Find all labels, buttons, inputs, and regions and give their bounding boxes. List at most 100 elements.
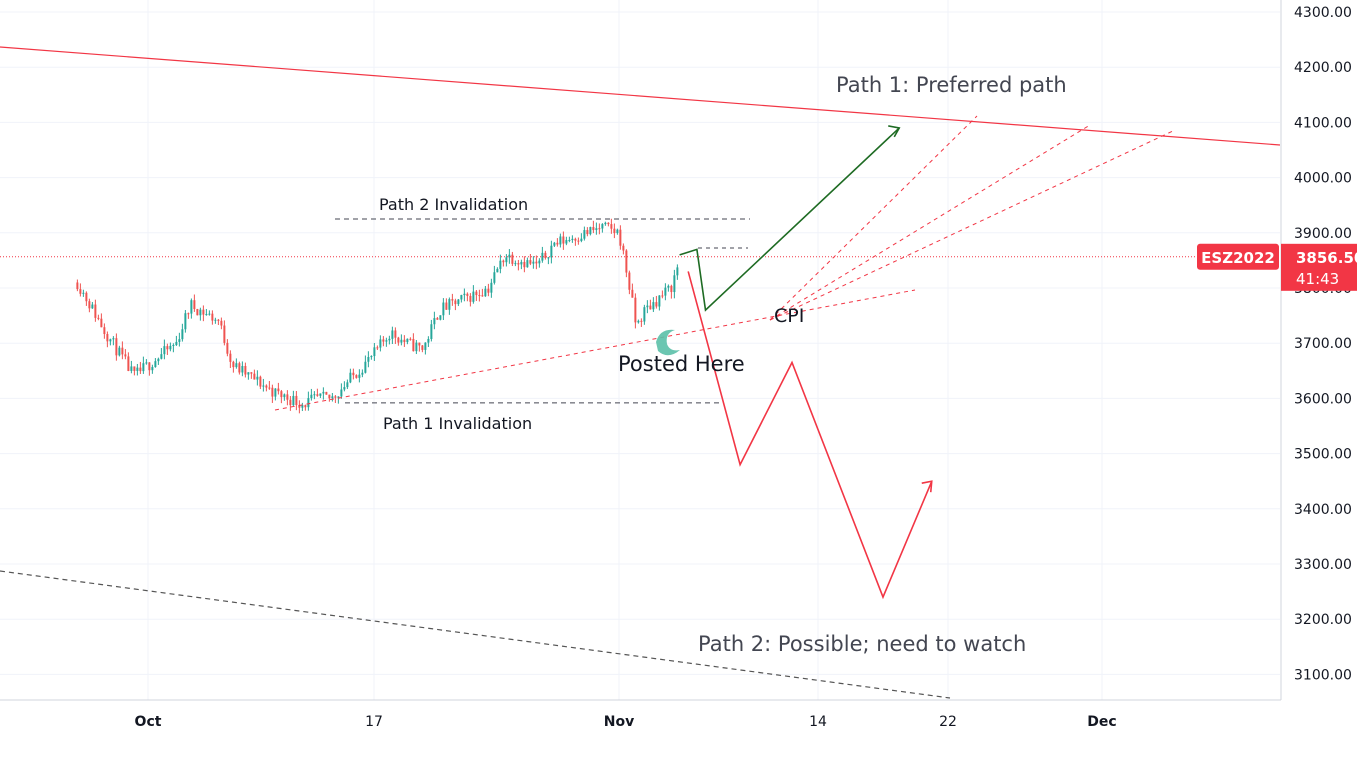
candle-body	[589, 227, 592, 235]
candle-body	[460, 295, 463, 300]
candle-body	[184, 313, 187, 330]
candle-body	[493, 272, 496, 283]
candle-body	[505, 257, 508, 263]
candle-body	[391, 330, 394, 339]
candle-body	[361, 372, 364, 375]
bar-countdown: 41:43	[1296, 270, 1339, 288]
candle-body	[301, 405, 304, 408]
annotation-labels: Path 1: Preferred path Path 2: Possible; …	[379, 73, 1067, 656]
candle-body	[238, 363, 241, 373]
candle-body	[655, 302, 658, 307]
last-price-badge: ESZ2022 3856.50 41:43	[1197, 243, 1357, 291]
candle-body	[598, 228, 601, 230]
time-tick-label: Dec	[1087, 714, 1116, 730]
candle-body	[538, 260, 541, 264]
candle-body	[520, 261, 523, 265]
candle-body	[580, 238, 583, 241]
candle-body	[130, 366, 133, 371]
candle-body	[232, 361, 235, 368]
candle-body	[469, 295, 472, 302]
candle-body	[379, 339, 382, 348]
candle-body	[85, 292, 88, 302]
candle-body	[649, 305, 652, 310]
candle-body	[397, 337, 400, 343]
price-axis[interactable]: 4300.004200.004100.004000.003900.003800.…	[1280, 0, 1357, 756]
candle-body	[508, 254, 511, 258]
drawing-layer	[0, 46, 1281, 699]
candle-body	[382, 339, 385, 342]
candle-body	[562, 236, 565, 244]
candle-body	[88, 301, 91, 309]
candle-body	[436, 318, 439, 320]
candle-body	[154, 361, 157, 368]
path1-invalidation-label: Path 1 Invalidation	[383, 414, 532, 433]
candle-body	[367, 356, 370, 362]
time-axis[interactable]: Oct 17 Nov 14 22 Dec	[0, 699, 1281, 730]
price-tick-label: 4000.00	[1294, 171, 1352, 187]
candle-body	[625, 250, 628, 273]
candle-body	[256, 376, 259, 380]
candle-body	[163, 346, 166, 355]
price-tick-label: 3200.00	[1294, 612, 1352, 628]
candle-body	[496, 268, 499, 273]
candle-body	[241, 366, 244, 373]
candle-body	[262, 385, 265, 387]
candle-body	[586, 230, 589, 235]
candle-body	[142, 363, 145, 372]
candle-body	[148, 362, 151, 371]
candle-body	[322, 391, 325, 394]
candle-body	[535, 261, 538, 264]
candle-body	[631, 289, 634, 298]
path2-label: Path 2: Possible; need to watch	[698, 632, 1026, 656]
candle-body	[451, 299, 454, 301]
candle-body	[661, 295, 664, 297]
time-tick-label: Oct	[135, 714, 162, 730]
candle-body	[118, 347, 121, 356]
candle-body	[79, 289, 82, 294]
candle-body	[427, 338, 430, 343]
candle-body	[103, 327, 106, 335]
last-price-value: 3856.50	[1296, 249, 1357, 267]
candle-body	[196, 309, 199, 316]
price-tick-label: 3700.00	[1294, 336, 1352, 352]
candle-body	[472, 291, 475, 302]
candle-body	[550, 245, 553, 258]
candle-body	[415, 342, 418, 352]
candle-body	[316, 394, 319, 396]
posted-here-marker-icon	[656, 329, 680, 356]
candle-body	[583, 230, 586, 239]
time-tick-label: 14	[809, 714, 827, 730]
candle-body	[112, 338, 115, 340]
candle-body	[253, 373, 256, 380]
candle-body	[82, 292, 85, 294]
candle-body	[139, 367, 142, 372]
price-tick-label: 3100.00	[1294, 667, 1352, 683]
path1-label: Path 1: Preferred path	[836, 73, 1067, 97]
fan-line	[769, 129, 1176, 321]
candle-body	[355, 375, 358, 378]
candle-body	[328, 394, 331, 399]
candle-body	[205, 314, 208, 316]
candle-body	[385, 340, 388, 342]
candle-body	[151, 367, 154, 371]
candle-body	[187, 313, 190, 315]
candle-body	[160, 354, 163, 359]
candle-body	[214, 319, 217, 321]
last-price-badge	[1281, 243, 1357, 291]
candle-body	[295, 395, 298, 406]
candle-body	[490, 282, 493, 293]
symbol-badge-label: ESZ2022	[1201, 249, 1275, 267]
candle-body	[514, 263, 517, 265]
candle-body	[400, 339, 403, 343]
price-tick-label: 4100.00	[1294, 115, 1352, 131]
candle-body	[190, 300, 193, 314]
candle-body	[511, 254, 514, 264]
candle-body	[202, 309, 205, 315]
candle-body	[463, 293, 466, 296]
candle-body	[244, 366, 247, 375]
candle-body	[517, 263, 520, 265]
candle-body	[607, 222, 610, 225]
